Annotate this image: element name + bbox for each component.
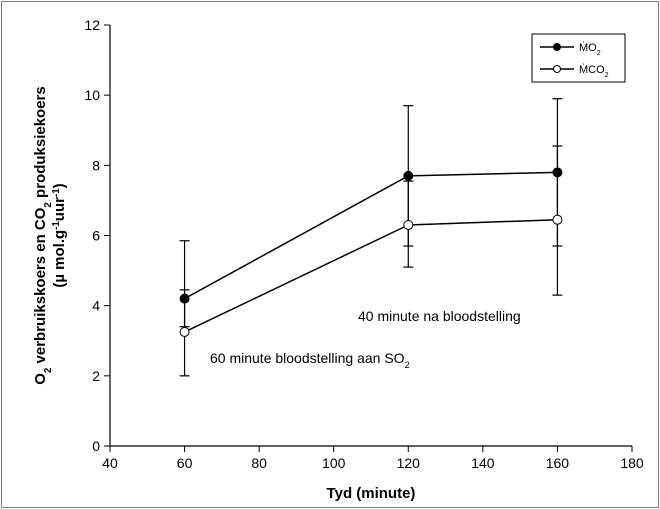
legend-marker-2 (553, 65, 561, 73)
x-tick-label: 40 (102, 455, 118, 471)
x-tick-label: 80 (251, 455, 267, 471)
x-tick-label: 140 (471, 455, 495, 471)
annotation-60-minute: 60 minute bloodstelling aan SO2 (210, 350, 410, 370)
y-tick-label: 2 (92, 368, 100, 384)
y-tick-label: 8 (92, 157, 100, 173)
y-tick-label: 0 (92, 438, 100, 454)
y-tick-label: 4 (92, 298, 100, 314)
x-tick-label: 100 (322, 455, 346, 471)
data-point-1 (403, 170, 414, 181)
data-point-2 (179, 326, 190, 337)
annotation-40-minute: 40 minute na bloodstelling (358, 308, 521, 324)
y-axis-label-line2: (µ mol.g-1uur-1) (51, 183, 69, 287)
y-tick-label: 12 (84, 17, 100, 33)
x-axis-label: Tyd (minute) (327, 485, 416, 502)
legend-label-2: ṀCO2 (579, 63, 609, 79)
y-axis-label-line1: O2 verbruikskoers en CO2 produksiekoers (32, 86, 54, 385)
legend-box (531, 33, 626, 83)
y-tick-label: 6 (92, 228, 100, 244)
data-point-2 (552, 214, 563, 225)
series-line-1 (184, 171, 558, 300)
x-tick-label: 180 (620, 455, 644, 471)
legend-marker-1 (553, 43, 561, 51)
x-tick-label: 120 (397, 455, 421, 471)
x-tick-label: 160 (546, 455, 570, 471)
data-point-2 (403, 219, 414, 230)
x-tick-label: 60 (177, 455, 193, 471)
legend-label-1: ṀO2 (579, 41, 601, 57)
y-tick-label: 10 (84, 87, 100, 103)
